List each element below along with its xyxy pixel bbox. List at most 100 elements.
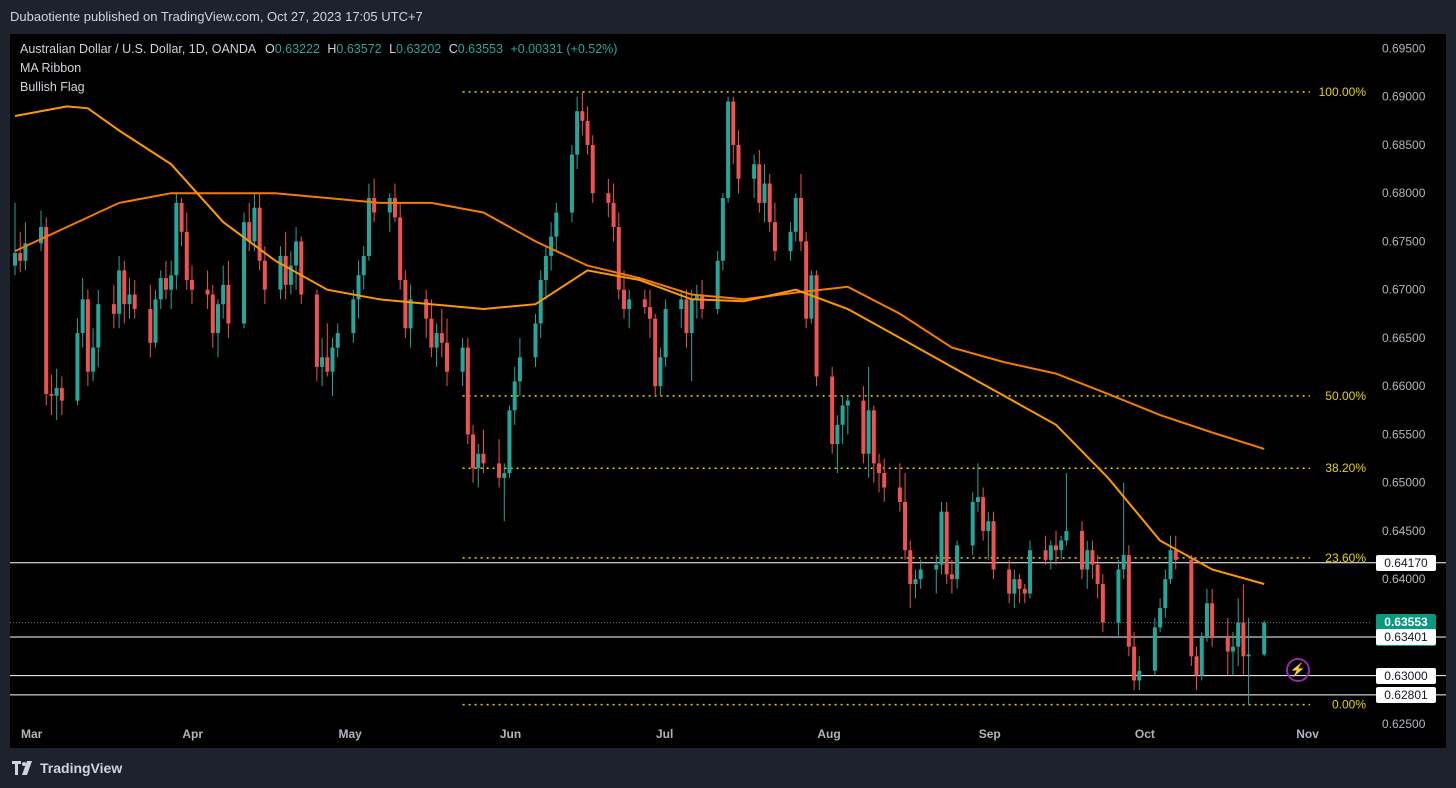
candle-body — [991, 521, 996, 570]
candle — [169, 260, 174, 309]
candle — [18, 231, 23, 273]
candle — [1173, 535, 1178, 570]
chart-canvas[interactable]: 100.00% 50.00% 38.20% 23.60% 0.00% 0.69500 0.6… — [10, 34, 1446, 748]
candle — [788, 222, 793, 261]
candle — [91, 328, 96, 382]
candle — [179, 198, 184, 247]
candle — [569, 144, 574, 223]
candle — [335, 323, 340, 358]
candle-body — [283, 255, 288, 285]
candle-body — [476, 453, 481, 469]
candle — [767, 173, 772, 232]
candle-body — [809, 275, 814, 319]
candle — [934, 555, 939, 594]
candle — [720, 193, 725, 271]
candle-body — [830, 376, 835, 445]
candle — [481, 429, 486, 474]
candle — [975, 463, 980, 512]
candle — [366, 183, 371, 261]
candle-body — [694, 294, 699, 300]
candle-body — [23, 243, 28, 261]
candle — [325, 323, 330, 377]
candle-body — [606, 193, 611, 203]
candle-body — [554, 212, 559, 237]
candle — [1095, 555, 1100, 599]
candle-body — [1230, 646, 1235, 652]
candle-body — [585, 120, 590, 145]
candle-body — [793, 198, 798, 232]
candle — [684, 289, 689, 348]
candle-body — [1100, 583, 1105, 623]
x-tick-label: Nov — [1296, 727, 1319, 741]
candle — [1204, 588, 1209, 642]
x-tick-label: Oct — [1135, 727, 1155, 741]
open-label: O — [264, 42, 275, 56]
chart-area[interactable]: 100.00% 50.00% 38.20% 23.60% 0.00% 0.69500 0.6… — [10, 34, 1446, 748]
candle — [85, 289, 90, 387]
lightning-bolt-icon[interactable]: ⚡ — [1286, 658, 1310, 682]
candle-body — [517, 357, 522, 382]
y-tick-label: 0.65500 — [1382, 427, 1426, 441]
indicator-bullish-flag[interactable]: Bullish Flag — [20, 80, 85, 94]
candle — [949, 559, 954, 594]
candle — [445, 318, 450, 387]
candle-body — [247, 222, 252, 242]
candle-body — [278, 255, 283, 290]
tradingview-logo-icon — [12, 761, 32, 775]
candle-body — [153, 299, 158, 343]
candle — [606, 178, 611, 218]
y-tick-label: 0.62500 — [1382, 717, 1426, 731]
candle-body — [127, 294, 132, 305]
candle-body — [439, 333, 444, 343]
candle — [1059, 535, 1064, 560]
tradingview-logo[interactable]: TradingView — [12, 760, 122, 776]
candle — [575, 96, 580, 170]
candle-body — [325, 357, 330, 372]
candle-body — [361, 255, 366, 276]
indicator-ma-ribbon[interactable]: MA Ribbon — [20, 61, 82, 75]
candle-body — [497, 463, 502, 478]
candle-body — [861, 400, 866, 454]
candle-body — [184, 231, 189, 281]
candle-body — [392, 198, 397, 218]
ma-slow-line — [14, 192, 1265, 450]
candle-body — [1189, 559, 1194, 657]
candle — [543, 246, 548, 300]
candle-body — [580, 111, 585, 121]
candle — [80, 278, 85, 348]
candle-body — [471, 434, 476, 469]
candle — [163, 260, 168, 300]
candle-body — [736, 144, 741, 179]
candle — [814, 270, 819, 387]
ma-fast-line — [14, 105, 1265, 585]
candle — [252, 193, 257, 252]
candle — [752, 154, 757, 199]
candle-body — [314, 294, 319, 367]
candle-body — [465, 347, 470, 435]
candle-body — [918, 569, 923, 580]
candle — [642, 289, 647, 314]
symbol-title[interactable]: Australian Dollar / U.S. Dollar, 1D, OAN… — [20, 42, 256, 56]
x-tick-label: May — [339, 727, 363, 741]
candle-body — [871, 410, 876, 464]
candle — [221, 265, 226, 319]
candle-body — [1080, 530, 1085, 570]
candle — [205, 270, 210, 309]
candle — [158, 270, 163, 309]
candle-body — [543, 255, 548, 281]
candle-body — [59, 388, 64, 401]
candle-body — [294, 241, 299, 266]
candle-body — [653, 318, 658, 387]
candle-body — [1158, 608, 1163, 628]
candle — [247, 202, 252, 252]
candle — [871, 405, 876, 483]
candle — [434, 323, 439, 367]
candle — [460, 337, 465, 387]
x-tick-label: Sep — [979, 727, 1001, 741]
candle — [429, 299, 434, 358]
candle-body — [1116, 569, 1121, 623]
candle-body — [1054, 545, 1058, 551]
candle-body — [75, 333, 80, 401]
candle-body — [252, 207, 257, 242]
candle — [986, 511, 991, 560]
